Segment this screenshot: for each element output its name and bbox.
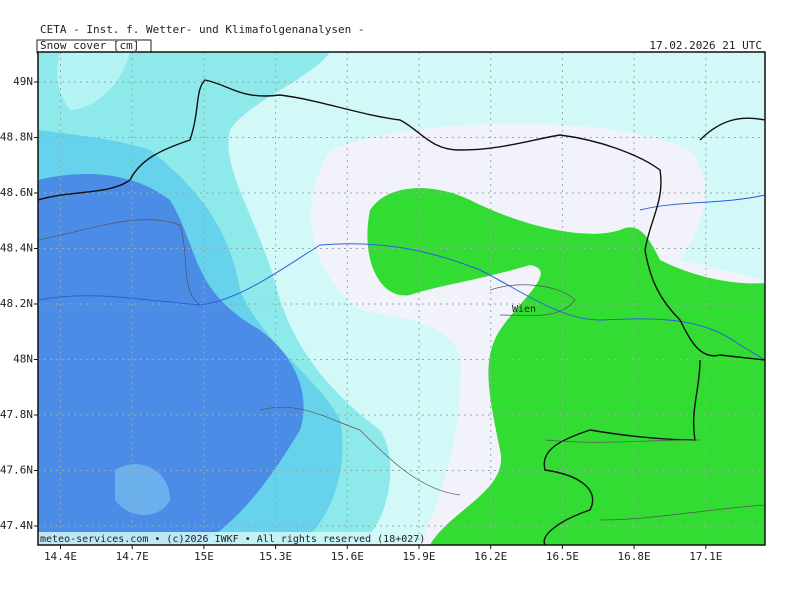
datetime: 17.02.2026 21 UTC [649, 39, 762, 52]
x-tick-label: 16.2E [474, 550, 507, 563]
border [543, 359, 701, 545]
x-tick-label: 15.6E [331, 550, 364, 563]
x-tick-label: 14.4E [44, 550, 77, 563]
snow-deep-edge [115, 464, 170, 515]
map-area: meteo-services.com • (c)2026 IWKF • All … [38, 52, 765, 545]
x-tick-label: 16.5E [546, 550, 579, 563]
no-snow-land [367, 188, 765, 545]
y-tick-label: 48N [13, 353, 33, 366]
city-label: Wien [512, 304, 536, 315]
y-tick-label: 47.6N [0, 464, 33, 477]
x-tick-label: 15.9E [402, 550, 435, 563]
river [38, 243, 765, 361]
border [699, 117, 765, 141]
y-tick-label: 47.8N [0, 408, 33, 421]
region-line [38, 219, 765, 521]
y-tick-label: 48.4N [0, 242, 33, 255]
ticks: 14.4E 14.7E 15E 15.3E 15.6E 15.9E 16.2E 16.5E 16… [0, 75, 722, 563]
river [639, 194, 765, 211]
header-title: CETA - Inst. f. Wetter- und Klimafolgena… [40, 23, 365, 36]
field-label: Snow cover [cm] [40, 39, 139, 52]
y-tick-label: 48.8N [0, 131, 33, 144]
footer-bg [38, 532, 408, 545]
map-frame [37, 51, 766, 546]
snow-pale [57, 52, 130, 110]
footer: meteo-services.com • (c)2026 IWKF • All … [40, 534, 425, 545]
y-tick-label: 47.4N [0, 519, 33, 532]
y-tick-label: 48.6N [0, 186, 33, 199]
border [38, 79, 765, 361]
x-tick-label: 15E [194, 550, 214, 563]
y-tick-label: 48.2N [0, 297, 33, 310]
x-tick-label: 17.1E [689, 550, 722, 563]
x-tick-label: 15.3E [259, 550, 292, 563]
x-tick-label: 14.7E [116, 550, 149, 563]
y-tick-label: 49N [13, 75, 33, 88]
x-tick-label: 16.8E [618, 550, 651, 563]
